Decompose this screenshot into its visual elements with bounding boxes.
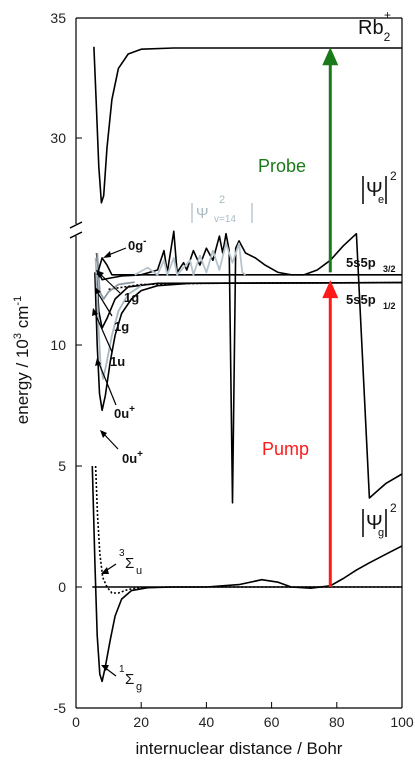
probe-arrow-head [322, 47, 339, 66]
psi-e-sup: 2 [390, 169, 397, 183]
psi-g-letter: Ψ [366, 512, 383, 534]
series-state_1u [95, 267, 403, 329]
psi-v-letter: Ψ [196, 205, 209, 222]
pump-arrow-head [322, 280, 339, 299]
arrowhead-0u-b [100, 430, 107, 438]
label-psi-e: Ψ e 2 [362, 169, 397, 206]
label-psi-v14: Ψ v=14 2 [191, 194, 253, 225]
x-tick-label: 40 [199, 714, 215, 730]
psi-g-sup: 2 [390, 501, 397, 515]
arrowhead-1sg [101, 665, 109, 671]
asym-12-main: 5s5p [346, 292, 376, 307]
x-tick-label: 100 [390, 714, 414, 730]
state-1u: 1u [110, 354, 125, 369]
y-tick-label: 0 [58, 579, 66, 595]
series-gray_0u [94, 257, 142, 380]
arrowhead-0u-a [95, 358, 101, 366]
state-1sg-sub: g [136, 681, 142, 693]
y-axis-title-exp: 3 [12, 333, 24, 339]
arrowhead-1u [92, 308, 98, 316]
psi-v-sup: 2 [219, 194, 225, 206]
state-0u-a: 0u+ [114, 404, 135, 421]
state-0g: 0g- [128, 236, 147, 253]
asym-32-main: 5s5p [346, 255, 376, 270]
y-axis-title-unit: cm [13, 306, 32, 329]
series-a_3sigma_u [94, 465, 402, 594]
axis-ticks: 0 20 40 60 80 100 -5 0 5 10 30 35 [50, 10, 413, 730]
axis-break-mark-2 [69, 231, 83, 239]
series-psi_e [96, 230, 403, 504]
label-asymptote-12: 5s5p 1/2 [346, 292, 396, 311]
series-state_0u_inner [94, 272, 403, 412]
arrows-layer [322, 47, 339, 587]
state-0u-a-main: 0u [114, 406, 129, 421]
state-3su-sub: u [136, 565, 142, 577]
x-tick-label: 0 [72, 714, 80, 730]
asym-32-sub: 3/2 [383, 264, 396, 274]
label-pump: Pump [262, 439, 309, 459]
state-3su-pre: 3 [119, 548, 125, 559]
pointer-1u [93, 310, 113, 353]
x-tick-label: 80 [329, 714, 345, 730]
pointer-1g-a [97, 271, 121, 294]
x-axis-title: internuclear distance / Bohr [136, 739, 343, 758]
y-axis-title: energy / 103 cm-1 [12, 296, 32, 424]
y-tick-label: 30 [50, 130, 66, 146]
label-asymptote-32: 5s5p 3/2 [346, 255, 396, 274]
arrowheads [92, 251, 111, 671]
label-rb2-ion: Rb2 [358, 17, 391, 44]
label-rb2-sub: 2 [384, 30, 391, 44]
x-tick-label: 60 [264, 714, 280, 730]
state-1g-b: 1g [114, 319, 129, 334]
state-1g-a: 1g [124, 290, 139, 305]
psi-v-sub: v=14 [214, 214, 236, 225]
plot-frame [75, 17, 403, 709]
pointer-0u-a [97, 360, 117, 406]
asym-12-sub: 1/2 [383, 301, 396, 311]
state-1sg-main: Σ [125, 671, 134, 688]
label-probe: Probe [258, 156, 306, 176]
state-3sigma-u: 3 Σ u [119, 548, 142, 577]
state-0u-a-sup: + [129, 404, 135, 415]
curves-layer [91, 46, 403, 683]
y-tick-label: 35 [50, 10, 66, 26]
label-rb2-sup: + [384, 8, 391, 22]
label-rb2-main: Rb [358, 17, 384, 39]
y-tick-label: 5 [58, 458, 66, 474]
state-0g-main: 0g [128, 238, 143, 253]
y-axis-title-unit-exp: -1 [12, 296, 24, 306]
psi-e-sub: e [378, 194, 384, 206]
arrowhead-1g-a [96, 270, 104, 278]
axis-break-marks [69, 221, 83, 239]
state-0u-b-main: 0u [122, 451, 137, 466]
state-1sg-pre: 1 [119, 664, 125, 675]
arrowhead-3su [101, 567, 109, 574]
pointer-1g-b [95, 289, 113, 317]
series-rb2_ion [93, 46, 402, 204]
state-1sigma-g: 1 Σ g [119, 664, 142, 693]
y-axis-title-main: energy / 10 [13, 339, 32, 424]
label-psi-g: Ψ g 2 [362, 501, 397, 539]
series-gray_1g [96, 252, 135, 300]
arrowhead-0g [103, 251, 111, 258]
arrowhead-1g-b [95, 287, 101, 294]
x-tick-label: 20 [133, 714, 149, 730]
series-psi_v14 [134, 242, 247, 276]
axis-break-mark-1 [69, 221, 83, 229]
state-3su-main: Σ [125, 555, 134, 572]
state-0g-sup: - [143, 236, 146, 247]
state-0u-b-sup: + [137, 449, 143, 460]
y-tick-label: 10 [50, 337, 66, 353]
y-tick-label: -5 [54, 700, 67, 716]
series-psi_g [92, 545, 403, 590]
psi-g-sub: g [378, 527, 384, 539]
state-0u-b: 0u+ [122, 449, 143, 466]
psi-e-letter: Ψ [366, 179, 383, 201]
